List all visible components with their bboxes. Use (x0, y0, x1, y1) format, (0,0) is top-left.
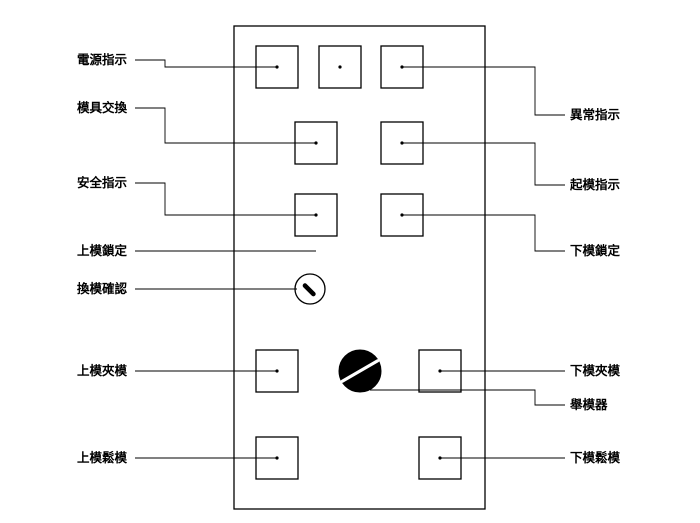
label-left: 上模鬆模 (77, 450, 128, 465)
label-left: 上模鎖定 (77, 243, 128, 258)
rotary-switch-icon (295, 274, 325, 304)
leader-line (402, 143, 565, 185)
indicator-dot (338, 65, 341, 68)
label-left: 電源指示 (77, 52, 128, 67)
label-right: 下模夾模 (570, 363, 621, 378)
leader-line (135, 108, 316, 143)
label-right: 舉模器 (569, 397, 608, 412)
control-panel-diagram: 電源指示模具交換安全指示上模鎖定換模確認上模夾模上模鬆模 異常指示起模指示下模鎖定… (0, 0, 700, 523)
leader-line (370, 390, 565, 405)
leader-line (402, 215, 565, 251)
selector-knob-icon (339, 350, 381, 392)
label-left: 上模夾模 (77, 363, 128, 378)
label-left: 模具交換 (77, 100, 128, 115)
label-left: 安全指示 (77, 175, 128, 190)
label-right: 異常指示 (570, 107, 621, 122)
label-right: 下模鎖定 (570, 243, 621, 258)
leader-line (402, 67, 565, 115)
label-left: 換模確認 (77, 281, 128, 296)
indicator-top-row-mid (319, 46, 361, 88)
rotary-handle-icon (302, 282, 317, 297)
label-right: 起模指示 (569, 177, 621, 192)
label-right: 下模鬆模 (570, 450, 621, 465)
leader-line (135, 183, 316, 215)
